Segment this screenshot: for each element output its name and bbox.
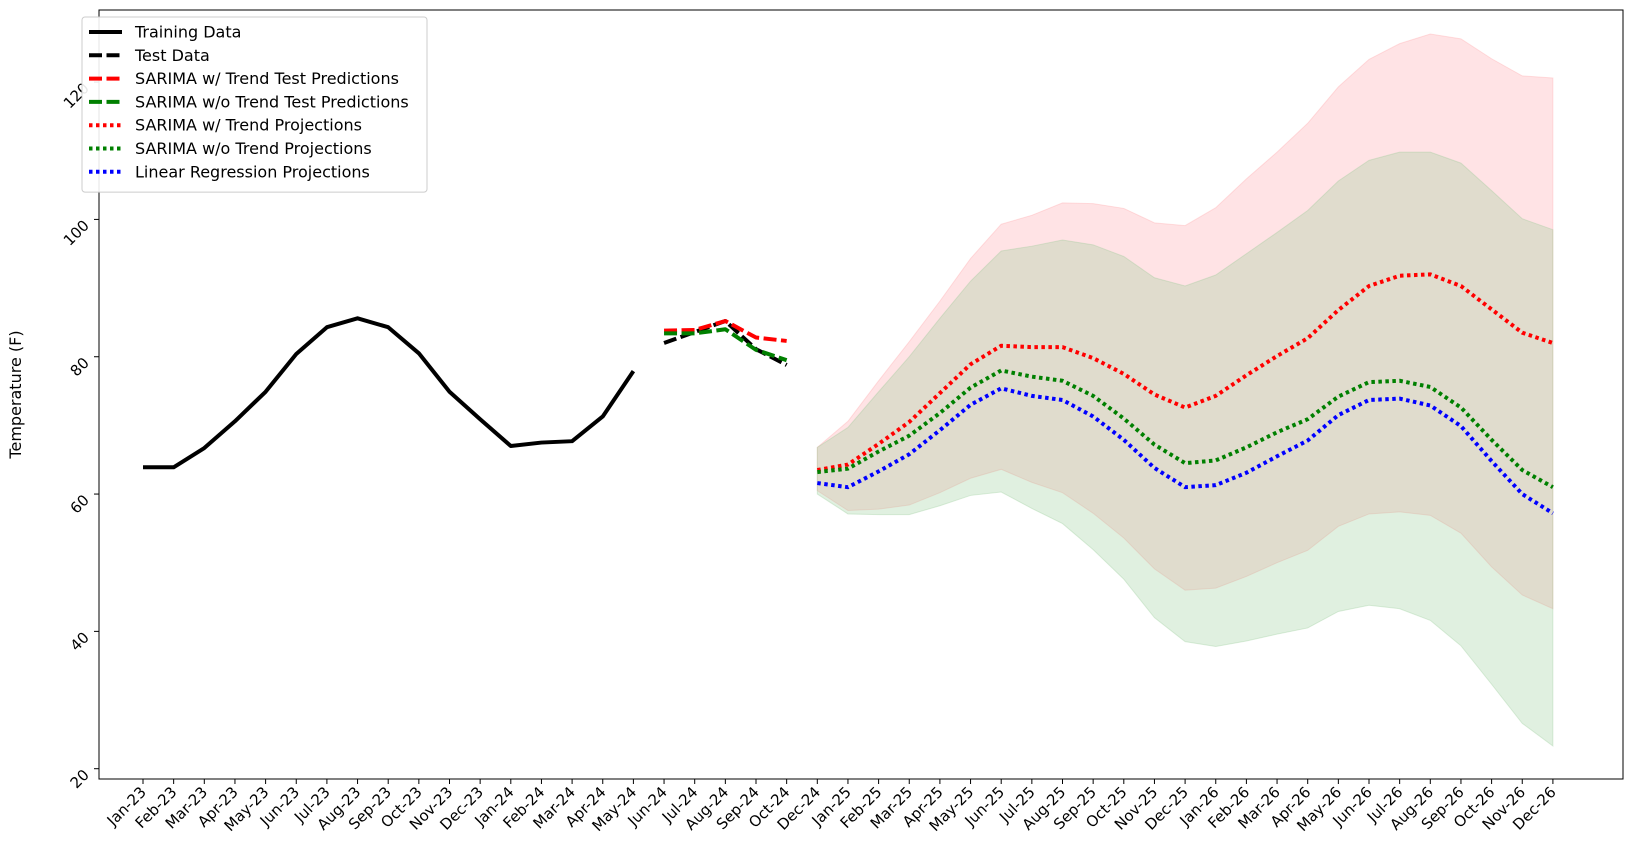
series-line-training-data	[143, 316, 636, 470]
legend-label: SARIMA w/ Trend Test Predictions	[135, 69, 399, 88]
x-axis: Jan-23Feb-23Mar-23Apr-23May-23Jun-23Jul-…	[103, 779, 1560, 835]
series-line-sarima-w-trend-projections	[816, 272, 1554, 472]
y-tick-label: 100	[60, 217, 93, 250]
legend-label: Test Data	[134, 46, 210, 65]
y-tick-label: 60	[67, 491, 93, 517]
confidence-band-sarima-w-o-trend-projections	[816, 151, 1554, 748]
series-line-linear-regression-projections	[817, 386, 1554, 515]
confidence-band-sarima-w-trend-projections	[816, 33, 1554, 610]
y-tick-label: 40	[67, 628, 93, 654]
plot-frame	[98, 9, 1624, 780]
legend-label: Linear Regression Projections	[135, 162, 370, 181]
legend-label: SARIMA w/o Trend Test Predictions	[135, 92, 409, 111]
y-tick-label: 20	[67, 766, 93, 792]
legend-label: SARIMA w/ Trend Projections	[135, 116, 362, 135]
legend-label: Training Data	[134, 23, 241, 42]
legend-label: SARIMA w/o Trend Projections	[135, 139, 372, 158]
series-line-sarima-w-o-trend-test-predictions	[664, 327, 788, 363]
legend-box	[81, 16, 428, 193]
y-axis-label: Temperature (F)	[6, 330, 25, 459]
confidence-bands	[816, 33, 1554, 748]
series-line-sarima-w-trend-test-predictions	[664, 319, 787, 343]
legend: Training Data Test Data SARIMA w/ Trend Te…	[81, 16, 428, 193]
series-lines	[143, 272, 1554, 515]
y-tick-label: 80	[67, 354, 93, 380]
